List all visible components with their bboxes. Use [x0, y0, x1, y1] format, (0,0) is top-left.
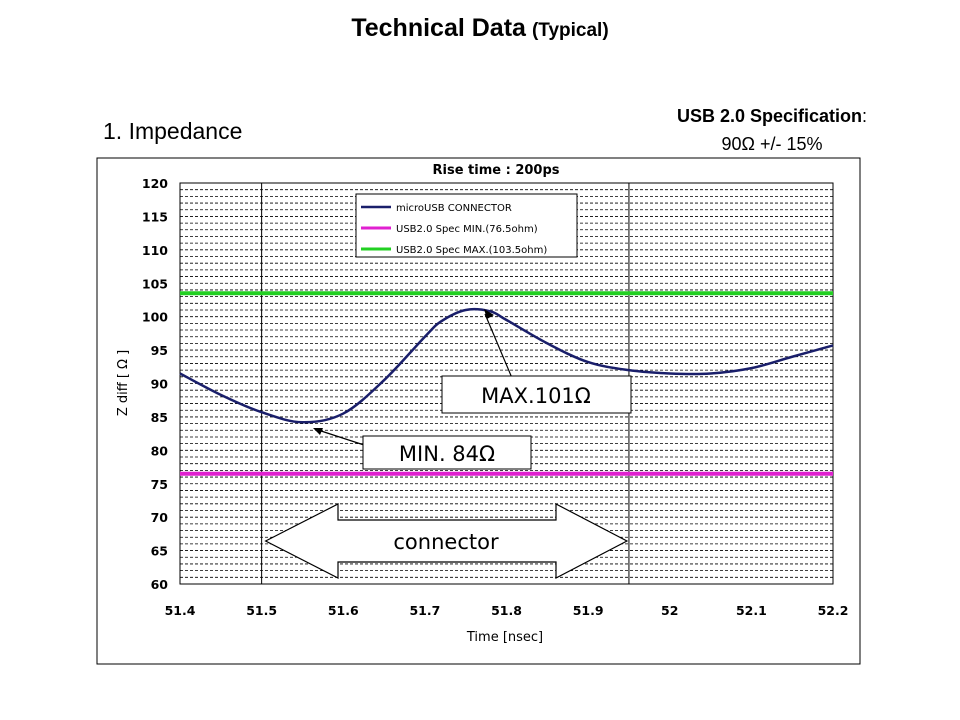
- y-axis-label: Z diff [ Ω ]: [116, 350, 131, 416]
- spec-title: USB 2.0 Specification: [676, 106, 863, 126]
- min-annotation-label: MIN. 84Ω: [399, 442, 495, 466]
- title-suffix: (Typical): [531, 20, 609, 41]
- x-tick-label: 52.1: [736, 603, 767, 618]
- page-title: Technical Data (Typical): [0, 14, 960, 43]
- x-tick-label: 51.7: [409, 603, 440, 618]
- spec-colon: :: [862, 106, 868, 126]
- y-tick-label: 85: [151, 410, 168, 425]
- y-tick-label: 65: [151, 544, 168, 559]
- max-annotation-box: [441, 375, 632, 414]
- y-tick-label: 120: [142, 176, 168, 191]
- x-tick-label: 52.2: [818, 603, 849, 618]
- y-tick-label: 80: [151, 443, 169, 458]
- x-tick-label: 52: [661, 603, 678, 618]
- max-arrow-line: [484, 313, 513, 379]
- chart-title: Rise time : 200ps: [432, 163, 559, 178]
- x-tick-label: 51.8: [491, 603, 522, 618]
- y-tick-label: 75: [151, 477, 168, 492]
- legend-box: [355, 193, 578, 258]
- max-arrow-head: [484, 309, 494, 319]
- spec-value: 90Ω +/- 15%: [721, 134, 823, 154]
- min-arrow-line: [317, 429, 365, 446]
- connector-label: connector: [393, 530, 499, 554]
- legend-label: USB2.0 Spec MIN.(76.5ohm): [396, 224, 538, 235]
- max-annotation-label: MAX.101Ω: [481, 384, 591, 408]
- y-tick-label: 90: [151, 377, 169, 392]
- legend-label: USB2.0 Spec MAX.(103.5ohm): [396, 245, 547, 256]
- connector-double-arrow: [264, 503, 629, 579]
- x-tick-label: 51.5: [246, 603, 277, 618]
- title-main: Technical Data: [351, 14, 526, 42]
- legend-label: microUSB CONNECTOR: [396, 203, 512, 214]
- x-tick-label: 51.6: [328, 603, 359, 618]
- min-arrow-head: [313, 428, 323, 435]
- spec-block: USB 2.0 Specification: 90Ω +/- 15%: [640, 102, 904, 158]
- min-annotation-box: [362, 435, 532, 470]
- y-tick-label: 105: [142, 276, 168, 291]
- y-tick-label: 100: [142, 310, 168, 325]
- y-tick-label: 70: [151, 510, 169, 525]
- y-tick-label: 110: [142, 243, 168, 258]
- y-tick-label: 60: [151, 577, 169, 592]
- x-tick-label: 51.4: [165, 603, 196, 618]
- x-axis-label: Time [nsec]: [466, 630, 543, 645]
- section-label: 1. Impedance: [103, 118, 243, 144]
- y-tick-label: 115: [142, 209, 168, 224]
- series-line-microusb: [179, 307, 834, 424]
- y-tick-label: 95: [151, 343, 168, 358]
- x-tick-label: 51.9: [573, 603, 604, 618]
